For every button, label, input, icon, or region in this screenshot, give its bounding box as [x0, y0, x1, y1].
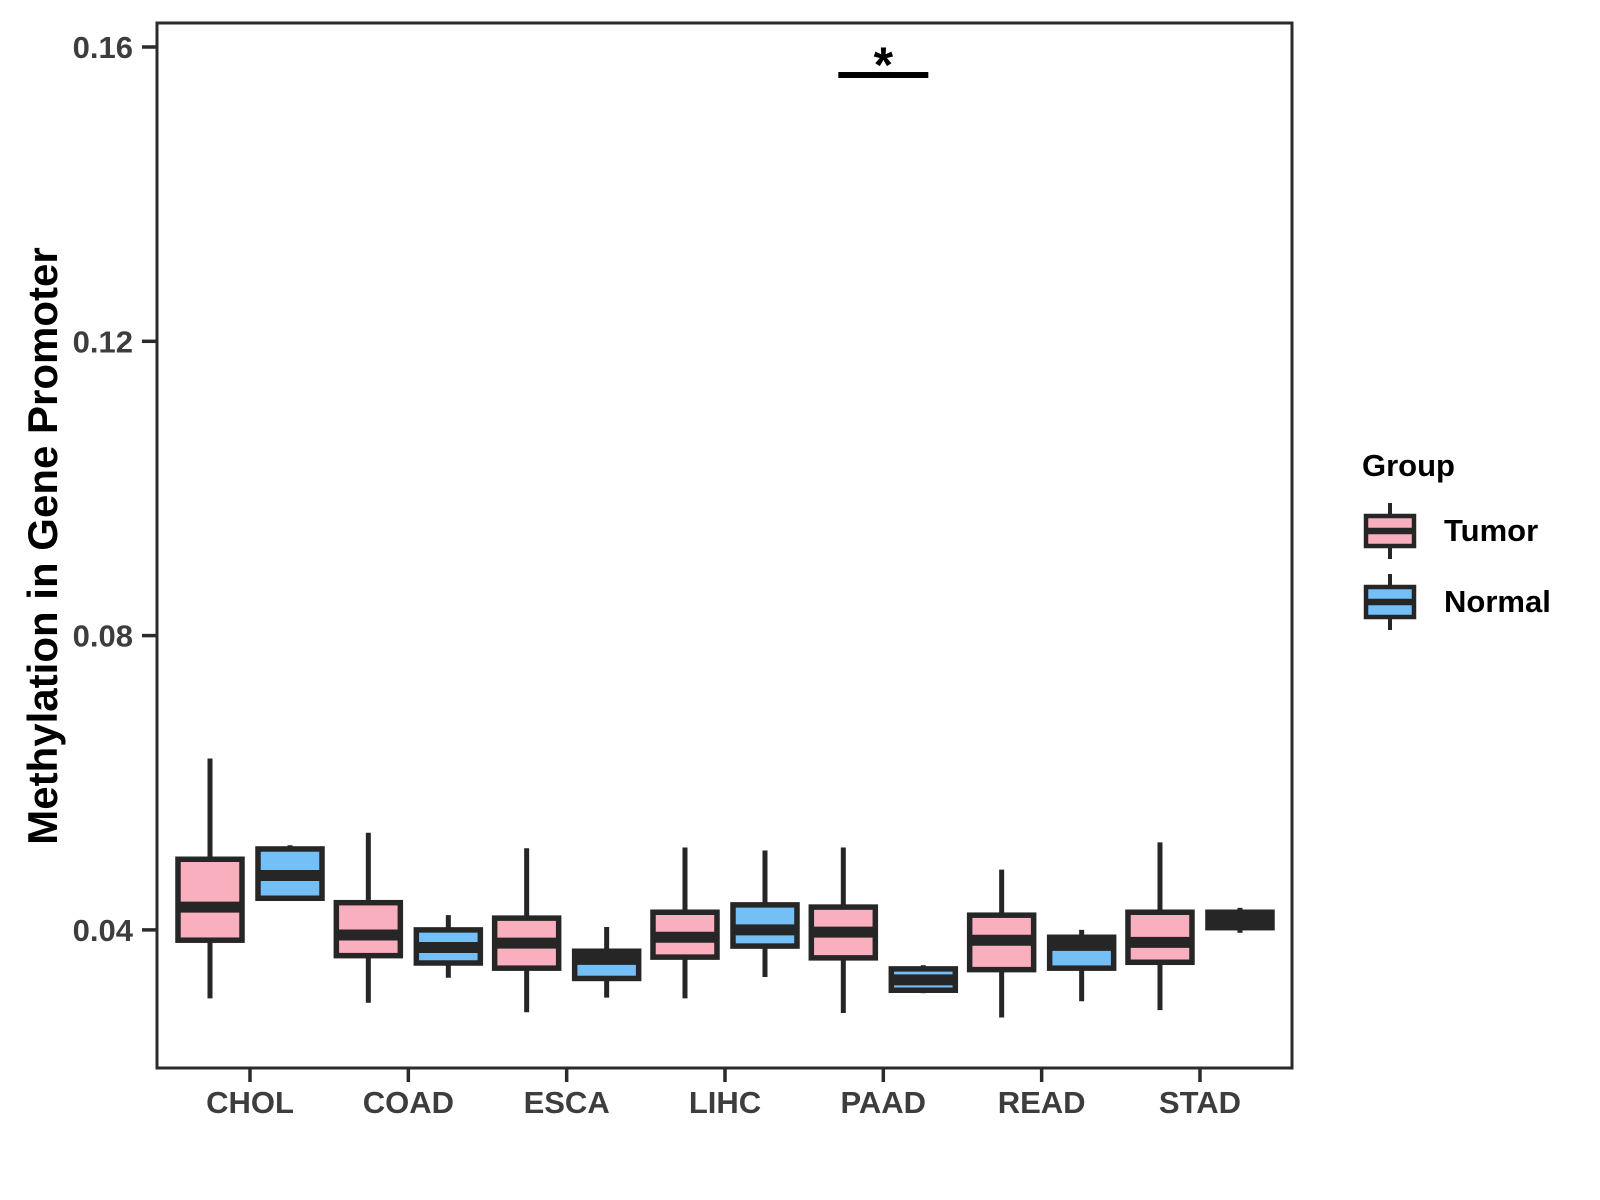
box-normal-PAAD: [888, 965, 959, 994]
x-tick-label: ESCA: [524, 1085, 610, 1120]
legend-title: Group: [1362, 448, 1455, 483]
legend-item-tumor: Tumor: [1362, 502, 1551, 560]
iqr-box: [175, 856, 245, 943]
box-normal-LIHC: [730, 850, 800, 977]
x-tick-label: PAAD: [841, 1085, 927, 1120]
tumor-boxplot-key-icon: [1363, 503, 1417, 559]
box-normal-CHOL: [255, 845, 325, 902]
box-tumor-ESCA: [491, 848, 562, 1013]
box-tumor-CHOL: [175, 758, 245, 999]
x-tick-label: COAD: [363, 1085, 454, 1120]
box-tumor-COAD: [333, 832, 404, 1003]
box-normal-READ: [1046, 929, 1117, 1002]
iqr-box: [333, 899, 404, 959]
box-normal-STAD: [1205, 907, 1275, 933]
legend-item-normal: Normal: [1362, 573, 1551, 631]
box-tumor-STAD: [1125, 842, 1195, 1011]
significance-star: *: [874, 37, 894, 93]
y-tick-label: 0.12: [73, 324, 133, 359]
normal-boxplot-key-icon: [1363, 574, 1417, 630]
x-tick-label: CHOL: [206, 1085, 294, 1120]
y-tick-label: 0.08: [73, 619, 133, 654]
y-tick-label: 0.04: [73, 913, 134, 948]
x-tick-label: READ: [998, 1085, 1086, 1120]
panel-border: [155, 21, 1294, 1070]
y-tick-label: 0.16: [73, 30, 133, 65]
box-tumor-READ: [966, 869, 1037, 1018]
box-tumor-PAAD: [808, 847, 879, 1014]
box-normal-ESCA: [571, 926, 642, 998]
box-normal-COAD: [413, 915, 484, 978]
x-tick-label: LIHC: [689, 1085, 761, 1120]
legend-label-normal: Normal: [1444, 584, 1551, 619]
y-axis-title: Methylation in Gene Promoter: [19, 247, 66, 845]
x-tick-label: STAD: [1159, 1085, 1241, 1120]
legend-label-tumor: Tumor: [1444, 513, 1539, 548]
box-tumor-LIHC: [650, 847, 720, 999]
legend: Group Tumor Normal: [1362, 448, 1551, 644]
